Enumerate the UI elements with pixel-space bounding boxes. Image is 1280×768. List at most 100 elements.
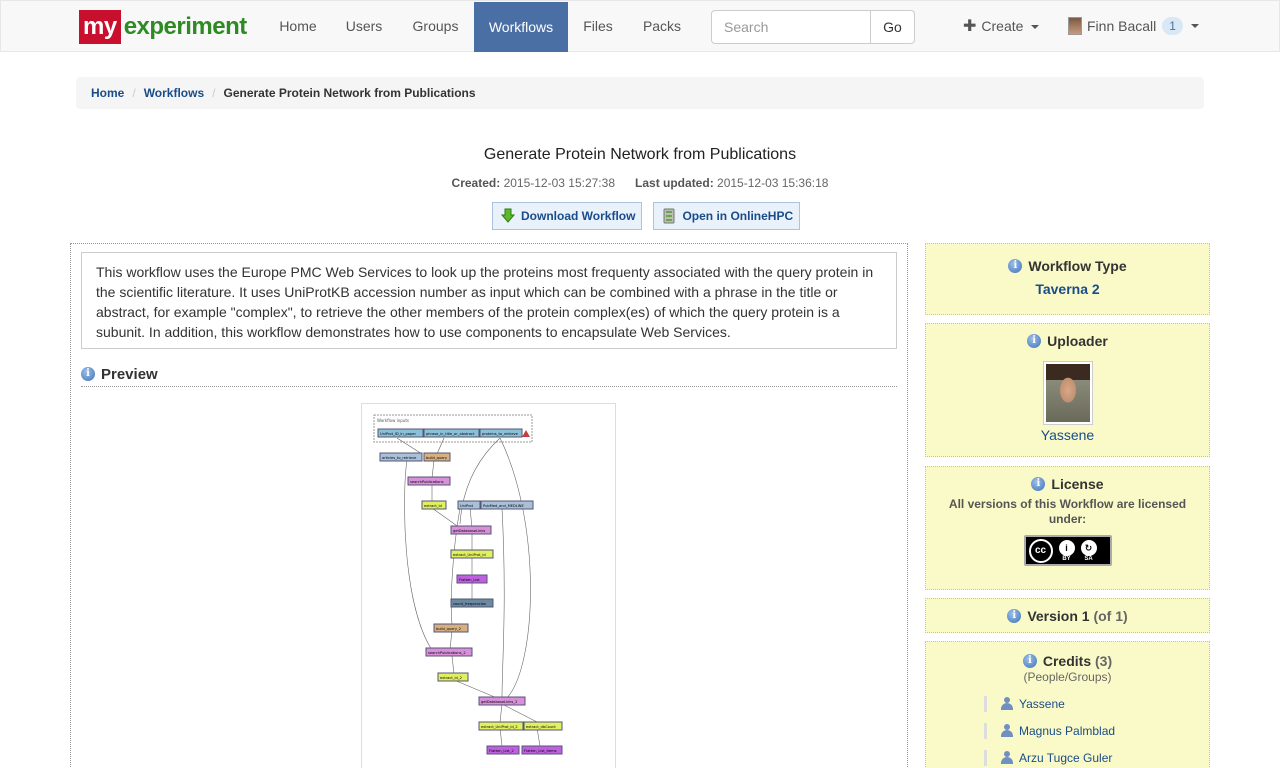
download-arrow-icon bbox=[501, 208, 515, 223]
person-icon bbox=[1001, 724, 1013, 737]
logo-experiment: experiment bbox=[123, 13, 248, 40]
credit-item[interactable]: Arzu Tugce Guler bbox=[926, 744, 1209, 768]
diagram-node: searchPublications bbox=[410, 480, 444, 484]
nav-packs[interactable]: Packs bbox=[642, 18, 682, 34]
logo-my: my bbox=[79, 10, 121, 44]
version-of: (of 1) bbox=[1093, 608, 1128, 624]
breadcrumb: Home / Workflows / Generate Protein Netw… bbox=[76, 77, 1204, 109]
workflow-actions: Download Workflow Open in OnlineHPC bbox=[492, 202, 801, 230]
workflow-type-heading: i Workflow Type bbox=[926, 258, 1209, 274]
diagram-node: extract_UniProt_id_2 bbox=[481, 725, 518, 729]
created-label: Created: bbox=[451, 176, 501, 190]
diagram-node: extract_dbCount bbox=[526, 725, 556, 729]
uploader-name-link[interactable]: Yassene bbox=[1040, 427, 1095, 443]
version-title: Version 1 bbox=[1027, 608, 1090, 624]
version-panel: i Version 1 (of 1) bbox=[925, 598, 1210, 633]
search-form: Go bbox=[711, 10, 915, 44]
workflow-dates: Created: 2015-12-03 15:27:38 Last update… bbox=[0, 176, 1280, 190]
diagram-node: Flatten_List_2 bbox=[489, 749, 514, 753]
credit-bar bbox=[984, 695, 987, 712]
breadcrumb-separator: / bbox=[212, 86, 216, 100]
updated-label: Last updated: bbox=[635, 176, 714, 190]
diagram-node: Flatten_List_items bbox=[524, 749, 557, 753]
diagram-node: count_frequencies bbox=[453, 602, 486, 606]
search-input[interactable] bbox=[711, 10, 871, 44]
breadcrumb-home[interactable]: Home bbox=[91, 86, 125, 100]
info-icon: i bbox=[81, 367, 95, 381]
nav-workflows[interactable]: Workflows bbox=[474, 2, 568, 52]
workflow-description: This workflow uses the Europe PMC Web Se… bbox=[81, 252, 897, 349]
open-onlinehpc-button[interactable]: Open in OnlineHPC bbox=[653, 202, 801, 230]
created-date: 2015-12-03 15:27:38 bbox=[503, 176, 615, 190]
credits-heading: i Credits (3) bbox=[926, 653, 1209, 669]
cc-by-group: i BY bbox=[1058, 539, 1075, 562]
workflow-type-link[interactable]: Taverna 2 bbox=[1035, 281, 1100, 297]
credit-name: Magnus Palmblad bbox=[1019, 723, 1116, 738]
credit-bar bbox=[984, 722, 987, 739]
diagram-node: getDatabaseLinks_2 bbox=[481, 700, 517, 704]
open-onlinehpc-label: Open in OnlineHPC bbox=[682, 209, 794, 223]
user-name: Finn Bacall bbox=[1087, 18, 1157, 34]
credits-subtitle: (People/Groups) bbox=[1023, 670, 1112, 684]
top-navbar: my experiment Home Users Groups Workflow… bbox=[0, 0, 1280, 52]
search-go-button[interactable]: Go bbox=[871, 10, 915, 44]
license-by-label: BY bbox=[1062, 555, 1071, 562]
credit-name: Arzu Tugce Guler bbox=[1019, 750, 1113, 765]
diagram-node: searchPublications_2 bbox=[428, 651, 466, 655]
nav-users[interactable]: Users bbox=[345, 18, 383, 34]
diagram-node: extract_id_2 bbox=[440, 676, 462, 680]
license-heading: i License bbox=[926, 476, 1209, 492]
info-icon: i bbox=[1027, 334, 1042, 348]
download-workflow-button[interactable]: Download Workflow bbox=[492, 202, 643, 230]
breadcrumb-workflows[interactable]: Workflows bbox=[143, 86, 205, 100]
uploader-title: Uploader bbox=[1047, 333, 1108, 349]
credits-panel: i Credits (3) (People/Groups) Yassene Ma… bbox=[925, 641, 1210, 768]
diagram-inputs-label: Workflow inputs bbox=[377, 418, 409, 423]
nav-home[interactable]: Home bbox=[279, 18, 317, 34]
license-panel: i License All versions of this Workflow … bbox=[925, 466, 1210, 590]
nav-groups[interactable]: Groups bbox=[412, 18, 459, 34]
notification-badge: 1 bbox=[1162, 17, 1183, 35]
updated-date: 2015-12-03 15:36:18 bbox=[717, 176, 829, 190]
create-label: Create bbox=[981, 18, 1024, 34]
workflow-preview-diagram[interactable]: Workflow inputs UniProt_ID_in_paper phra… bbox=[361, 403, 616, 768]
uploader-avatar[interactable] bbox=[1042, 361, 1093, 425]
chevron-down-icon bbox=[1190, 24, 1199, 28]
diagram-node: extract_id bbox=[424, 504, 442, 508]
credit-bar bbox=[984, 749, 987, 766]
page-title: Generate Protein Network from Publicatio… bbox=[483, 146, 797, 163]
credit-item[interactable]: Yassene bbox=[926, 690, 1209, 717]
info-icon: i bbox=[1007, 609, 1022, 623]
license-sa-label: SA bbox=[1084, 555, 1093, 562]
nav-files[interactable]: Files bbox=[583, 18, 613, 34]
workflow-diagram-svg: Workflow inputs UniProt_ID_in_paper phra… bbox=[373, 414, 563, 755]
myexperiment-logo[interactable]: my experiment bbox=[79, 10, 247, 44]
cc-icon: cc bbox=[1028, 538, 1053, 563]
breadcrumb-current: Generate Protein Network from Publicatio… bbox=[223, 86, 476, 100]
cc-by-sa-badge[interactable]: cc i BY ↻ SA bbox=[1023, 535, 1112, 566]
workflow-type-title: Workflow Type bbox=[1028, 258, 1127, 274]
diagram-node: extract_UniProt_id bbox=[453, 553, 486, 557]
diagram-node: proteins_to_retrieve bbox=[482, 432, 519, 436]
uploader-heading: i Uploader bbox=[926, 333, 1209, 349]
plus-icon: ✚ bbox=[963, 18, 977, 35]
info-icon: i bbox=[1022, 654, 1037, 668]
version-heading: i Version 1 (of 1) bbox=[926, 608, 1209, 624]
avatar bbox=[1068, 17, 1082, 35]
user-menu[interactable]: Finn Bacall 1 bbox=[1068, 1, 1199, 51]
workflow-type-panel: i Workflow Type Taverna 2 bbox=[925, 243, 1210, 315]
create-menu[interactable]: ✚ Create bbox=[963, 1, 1040, 51]
info-icon: i bbox=[1008, 259, 1023, 273]
diagram-node: PubMed_and_MEDLINE bbox=[483, 504, 524, 508]
credits-title: Credits bbox=[1042, 653, 1092, 669]
credit-name: Yassene bbox=[1019, 696, 1065, 711]
download-label: Download Workflow bbox=[521, 209, 636, 223]
diagram-node: UniProt bbox=[460, 504, 474, 508]
license-title: License bbox=[1051, 476, 1104, 492]
share-alike-icon: ↻ bbox=[1080, 539, 1097, 556]
person-icon bbox=[1001, 697, 1013, 710]
preview-label: Preview bbox=[101, 365, 158, 383]
credits-count: (3) bbox=[1095, 653, 1113, 669]
credit-item[interactable]: Magnus Palmblad bbox=[926, 717, 1209, 744]
diagram-node: getDatabaseLinks bbox=[453, 529, 485, 533]
